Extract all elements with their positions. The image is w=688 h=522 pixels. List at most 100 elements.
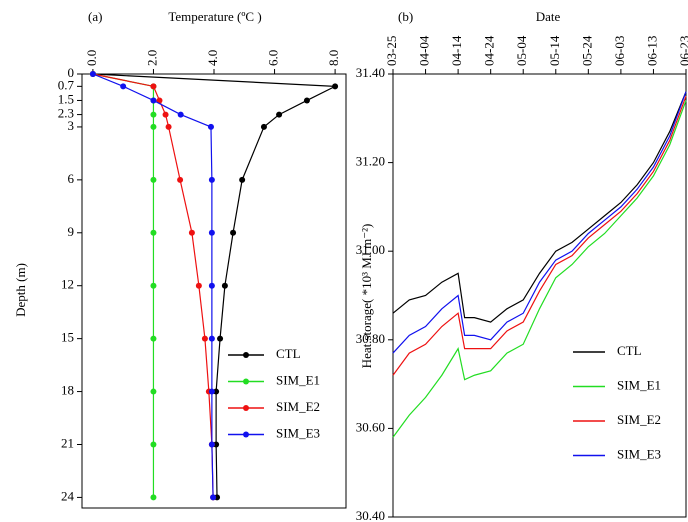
y-axis-title: Heat storage( *10³ MJ m⁻²) xyxy=(359,224,374,369)
legend-label: SIM_E1 xyxy=(276,372,320,387)
series-marker xyxy=(177,176,184,183)
y-tick-label: 30.40 xyxy=(356,508,385,522)
series-marker xyxy=(208,176,215,183)
series-marker xyxy=(150,123,157,130)
x-tick-label: 06-13 xyxy=(644,36,659,66)
series-marker xyxy=(89,71,96,77)
x-tick-label: 0.0 xyxy=(84,50,99,66)
y-tick-label: 24 xyxy=(61,488,75,503)
x-tick-label: 04-04 xyxy=(417,35,432,66)
series-line xyxy=(92,73,155,498)
series-marker xyxy=(239,176,246,183)
series-marker xyxy=(208,282,215,289)
y-tick-label: 31.40 xyxy=(356,65,385,80)
series-marker xyxy=(150,441,157,448)
series-marker xyxy=(177,111,184,118)
series-marker xyxy=(150,176,157,183)
panel-label: (a) xyxy=(88,9,102,24)
x-tick-label: 05-24 xyxy=(579,35,594,66)
series-marker xyxy=(162,111,169,118)
legend-label: CTL xyxy=(276,346,301,361)
y-tick-label: 30.80 xyxy=(356,331,385,346)
y-tick-label: 30.60 xyxy=(356,419,385,434)
x-tick-label: 03-25 xyxy=(384,36,399,66)
y-tick-label: 31.00 xyxy=(356,242,385,257)
series-marker xyxy=(303,97,310,104)
x-tick-label: 05-04 xyxy=(514,35,529,66)
legend-marker xyxy=(243,431,249,438)
series-marker xyxy=(150,388,157,395)
series-marker xyxy=(188,229,195,236)
y-tick-label: 1.5 xyxy=(58,91,74,106)
y-tick-label: 21 xyxy=(61,435,74,450)
series-marker xyxy=(208,335,215,342)
series-marker xyxy=(210,494,217,501)
y-tick-label: 0 xyxy=(68,65,75,80)
series-marker xyxy=(213,388,220,395)
legend-label: SIM_E3 xyxy=(617,446,661,461)
panel-label: (b) xyxy=(398,9,413,24)
x-axis-title: Date xyxy=(536,9,561,24)
y-axis-title: Depth (m) xyxy=(13,263,28,317)
series-line xyxy=(392,91,687,323)
x-tick-label: 05-14 xyxy=(547,35,562,66)
y-tick-label: 9 xyxy=(68,224,75,239)
series-marker xyxy=(156,97,163,104)
legend-label: CTL xyxy=(617,343,642,358)
series-marker xyxy=(217,335,224,342)
x-tick-label: 6.0 xyxy=(266,50,281,66)
legend-label: SIM_E2 xyxy=(617,412,661,427)
y-tick-label: 15 xyxy=(61,330,74,345)
x-tick-label: 2.0 xyxy=(144,50,159,66)
series-line xyxy=(392,91,687,354)
series-marker xyxy=(213,441,220,448)
y-tick-label: 3 xyxy=(68,118,75,133)
series-marker xyxy=(208,388,215,395)
series-line xyxy=(92,73,214,498)
y-tick-label: 0.7 xyxy=(58,77,75,92)
series-marker xyxy=(208,229,215,236)
series-marker xyxy=(150,97,157,104)
plot-frame xyxy=(392,73,687,518)
series-marker xyxy=(150,494,157,501)
series-marker xyxy=(207,123,214,130)
series-marker xyxy=(165,123,172,130)
series-marker xyxy=(150,229,157,236)
y-tick-label: 6 xyxy=(68,171,75,186)
series-marker xyxy=(150,83,157,90)
series-line xyxy=(392,95,687,376)
legend-label: SIM_E3 xyxy=(276,425,320,440)
x-tick-label: 4.0 xyxy=(205,50,220,66)
x-tick-label: 06-03 xyxy=(612,36,627,66)
x-tick-label: 06-23 xyxy=(677,36,688,66)
legend-marker xyxy=(243,352,249,358)
series-marker xyxy=(221,282,228,289)
x-tick-label: 04-24 xyxy=(482,35,497,66)
series-marker xyxy=(332,83,339,90)
y-tick-label: 2.3 xyxy=(58,106,74,121)
x-tick-label: 04-14 xyxy=(449,35,464,66)
series-marker xyxy=(201,335,208,342)
series-marker xyxy=(150,282,157,289)
series-marker xyxy=(150,111,157,118)
legend-label: SIM_E2 xyxy=(276,399,320,414)
legend-marker xyxy=(243,378,249,385)
series-marker xyxy=(230,229,237,236)
y-tick-label: 18 xyxy=(61,383,74,398)
y-tick-label: 12 xyxy=(61,277,74,292)
series-marker xyxy=(120,83,127,90)
series-line xyxy=(92,73,338,498)
x-tick-label: 8.0 xyxy=(326,50,341,66)
series-marker xyxy=(195,282,202,289)
x-axis-title: Temperature (ºC ) xyxy=(168,9,261,24)
series-line xyxy=(392,100,687,438)
series-marker xyxy=(150,335,157,342)
y-tick-label: 31.20 xyxy=(356,154,385,169)
series-marker xyxy=(260,123,267,130)
legend-marker xyxy=(243,405,249,411)
series-marker xyxy=(276,111,283,118)
series-marker xyxy=(208,441,215,448)
legend-label: SIM_E1 xyxy=(617,377,661,392)
